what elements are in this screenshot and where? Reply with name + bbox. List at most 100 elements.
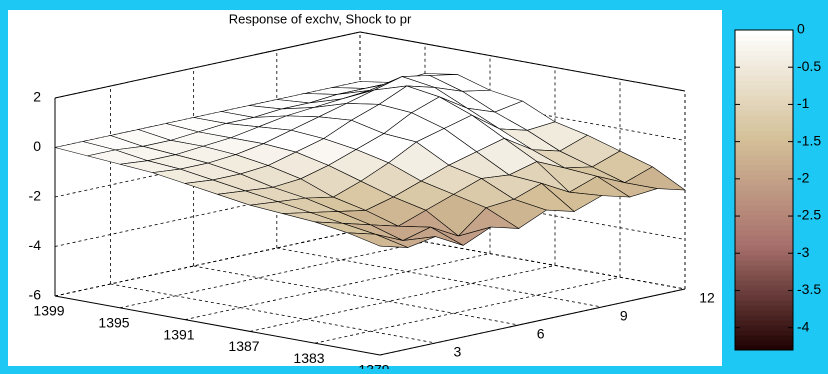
colorbar-cell <box>735 145 793 151</box>
grid-line <box>54 229 361 297</box>
colorbar-cell <box>735 255 793 261</box>
colorbar-cell <box>735 235 793 241</box>
colorbar-cell <box>735 305 793 311</box>
x-tick-label: 1383 <box>293 350 324 366</box>
x-tick-label: 1391 <box>163 326 194 342</box>
colorbar-cell <box>735 265 793 271</box>
colorbar-cell <box>735 270 793 276</box>
z-tick-label: -6 <box>29 287 42 303</box>
colorbar-cell <box>735 70 793 76</box>
colorbar-cell <box>735 160 793 166</box>
colorbar-cell <box>735 300 793 306</box>
colorbar-cell <box>735 140 793 146</box>
y-tick-label: 6 <box>537 326 545 342</box>
x-tick-label: 1395 <box>98 315 129 331</box>
colorbar-cell <box>735 110 793 116</box>
colorbar-cell <box>735 75 793 81</box>
colorbar-cell <box>735 275 793 281</box>
colorbar-cell <box>735 80 793 86</box>
colorbar-tick-label: -1.5 <box>797 132 821 148</box>
colorbar-cell <box>735 335 793 341</box>
colorbar-tick-label: -3.5 <box>797 281 821 297</box>
colorbar-cell <box>735 205 793 211</box>
colorbar-cell <box>735 280 793 286</box>
colorbar-cell <box>735 315 793 321</box>
colorbar-cell <box>735 200 793 206</box>
colorbar-cell <box>735 325 793 331</box>
colorbar-cell <box>735 45 793 51</box>
colorbar-tick-label: -3 <box>797 244 810 260</box>
colorbar-cell <box>735 210 793 216</box>
grid-line <box>193 265 519 326</box>
colorbar-cell <box>735 65 793 71</box>
grid-line <box>276 247 602 308</box>
colorbar-cell <box>735 35 793 41</box>
grid-line <box>184 253 491 320</box>
colorbar-cell <box>735 320 793 326</box>
x-tick-label: 1387 <box>228 338 259 354</box>
colorbar-cell <box>735 30 793 36</box>
colorbar-cell <box>735 115 793 121</box>
colorbar-cell <box>735 330 793 336</box>
grid-line <box>119 241 426 309</box>
colorbar-cell <box>735 135 793 141</box>
colorbar-cell <box>735 175 793 181</box>
grid-line <box>54 31 361 99</box>
colorbar-cell <box>735 60 793 66</box>
colorbar-cell <box>735 125 793 131</box>
colorbar-cell <box>735 220 793 226</box>
z-tick-label: 0 <box>33 138 41 154</box>
colorbar-cell <box>735 250 793 256</box>
colorbar-cell <box>735 95 793 101</box>
z-tick-label: 2 <box>33 89 41 105</box>
y-tick-label: 9 <box>620 308 628 324</box>
grid-line <box>359 31 686 92</box>
colorbar-cell <box>735 245 793 251</box>
colorbar-frame <box>734 29 794 351</box>
z-tick-label: -4 <box>29 237 42 253</box>
colorbar-cell <box>735 105 793 111</box>
colorbar-cell <box>735 165 793 171</box>
colorbar-cell <box>735 185 793 191</box>
colorbar-cell <box>735 345 793 351</box>
colorbar-cell <box>735 240 793 246</box>
grid-line <box>379 288 686 356</box>
colorbar-tick-label: -4 <box>797 318 810 334</box>
colorbar-cell <box>735 130 793 136</box>
x-tick-label: 1399 <box>33 303 64 319</box>
colorbar-cell <box>735 90 793 96</box>
colorbar-cell <box>735 120 793 126</box>
colorbar-cell <box>735 150 793 156</box>
grid-line <box>110 283 436 344</box>
y-tick-label: 12 <box>699 290 715 306</box>
colorbar-cell <box>735 340 793 346</box>
colorbar-cell <box>735 155 793 161</box>
colorbar-cell <box>735 100 793 106</box>
grid-line <box>249 265 556 332</box>
colorbar-cell <box>735 230 793 236</box>
colorbar-tick-label: -0.5 <box>797 58 821 74</box>
grid-line <box>314 276 621 344</box>
colorbar-cell <box>735 285 793 291</box>
colorbar-cell <box>735 170 793 176</box>
colorbar-cell <box>735 215 793 221</box>
colorbar-cell <box>735 55 793 61</box>
axis-edge <box>54 295 381 356</box>
colorbar-cell <box>735 225 793 231</box>
colorbar-cell <box>735 190 793 196</box>
colorbar-cell <box>735 85 793 91</box>
x-tick-label: 1379 <box>358 362 389 369</box>
z-tick-label: -2 <box>29 188 42 204</box>
colorbar-cell <box>735 295 793 301</box>
colorbar-tick-label: -1 <box>797 95 810 111</box>
colorbar-cell <box>735 180 793 186</box>
colorbar-tick-label: 0 <box>797 21 805 37</box>
colorbar-tick-label: -2.5 <box>797 207 821 223</box>
surface-patch <box>347 232 408 248</box>
colorbar-cell <box>735 40 793 46</box>
chart-title: Response of exchv, Shock to pr <box>229 11 412 26</box>
colorbar-cell <box>735 290 793 296</box>
colorbar-cell <box>735 260 793 266</box>
colorbar-cell <box>735 50 793 56</box>
